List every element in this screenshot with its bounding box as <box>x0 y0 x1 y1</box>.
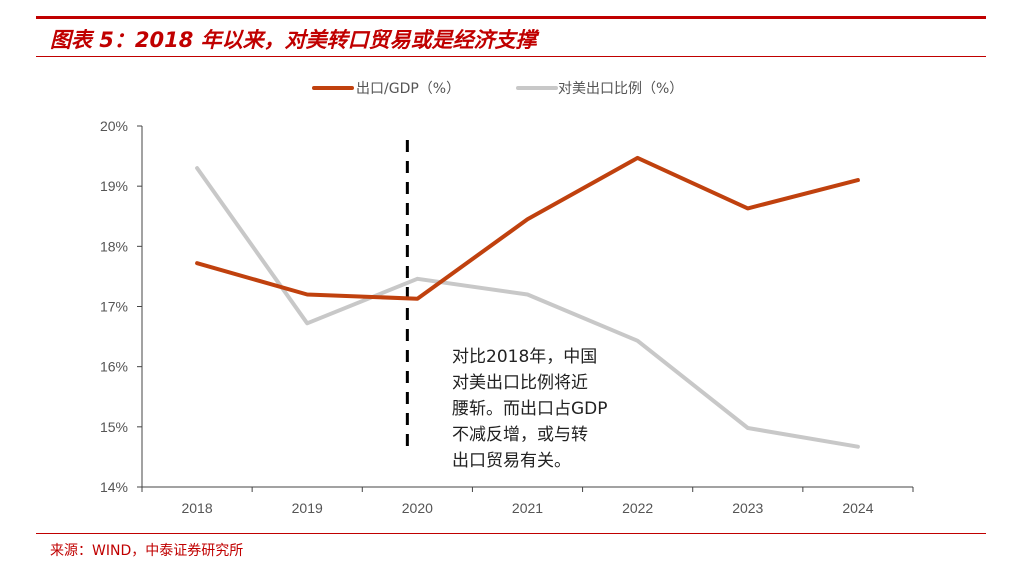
y-tick-label: 14% <box>100 479 128 495</box>
y-tick-label: 15% <box>100 419 128 435</box>
source-note: 来源：WIND，中泰证券研究所 <box>50 543 244 559</box>
x-tick-label: 2024 <box>842 500 873 516</box>
y-tick-label: 19% <box>100 178 128 194</box>
y-tick-label: 20% <box>100 118 128 134</box>
legend-label-1: 出口/GDP（%） <box>356 81 460 97</box>
series-line-2 <box>195 166 860 449</box>
title-top-rule <box>36 16 986 19</box>
annotation-line: 对美出口比例将近 <box>452 373 588 393</box>
title-bottom-rule <box>36 56 986 57</box>
x-tick-label: 2019 <box>292 500 323 516</box>
x-tick-label: 2018 <box>181 500 212 516</box>
annotation-line: 腰斩。而出口占GDP <box>452 399 608 419</box>
y-tick-label: 16% <box>100 359 128 375</box>
annotation-line: 对比2018年，中国 <box>452 347 598 367</box>
chart-title: 图表 5：2018 年以来，对美转口贸易或是经济支撑 <box>50 28 537 52</box>
y-tick-label: 18% <box>100 238 128 254</box>
annotation-line: 不减反增，或与转 <box>452 425 588 445</box>
x-tick-label: 2021 <box>512 500 543 516</box>
annotation-line: 出口贸易有关。 <box>452 451 571 471</box>
series-line-1 <box>195 155 860 301</box>
x-tick-label: 2023 <box>732 500 763 516</box>
legend-label-2: 对美出口比例（%） <box>558 81 683 97</box>
footer-rule <box>36 533 986 534</box>
y-tick-label: 17% <box>100 299 128 315</box>
annotation-box: 对比2018年，中国 对美出口比例将近 腰斩。而出口占GDP 不减反增，或与转 … <box>452 344 652 474</box>
x-tick-label: 2020 <box>402 500 433 516</box>
x-tick-label: 2022 <box>622 500 653 516</box>
